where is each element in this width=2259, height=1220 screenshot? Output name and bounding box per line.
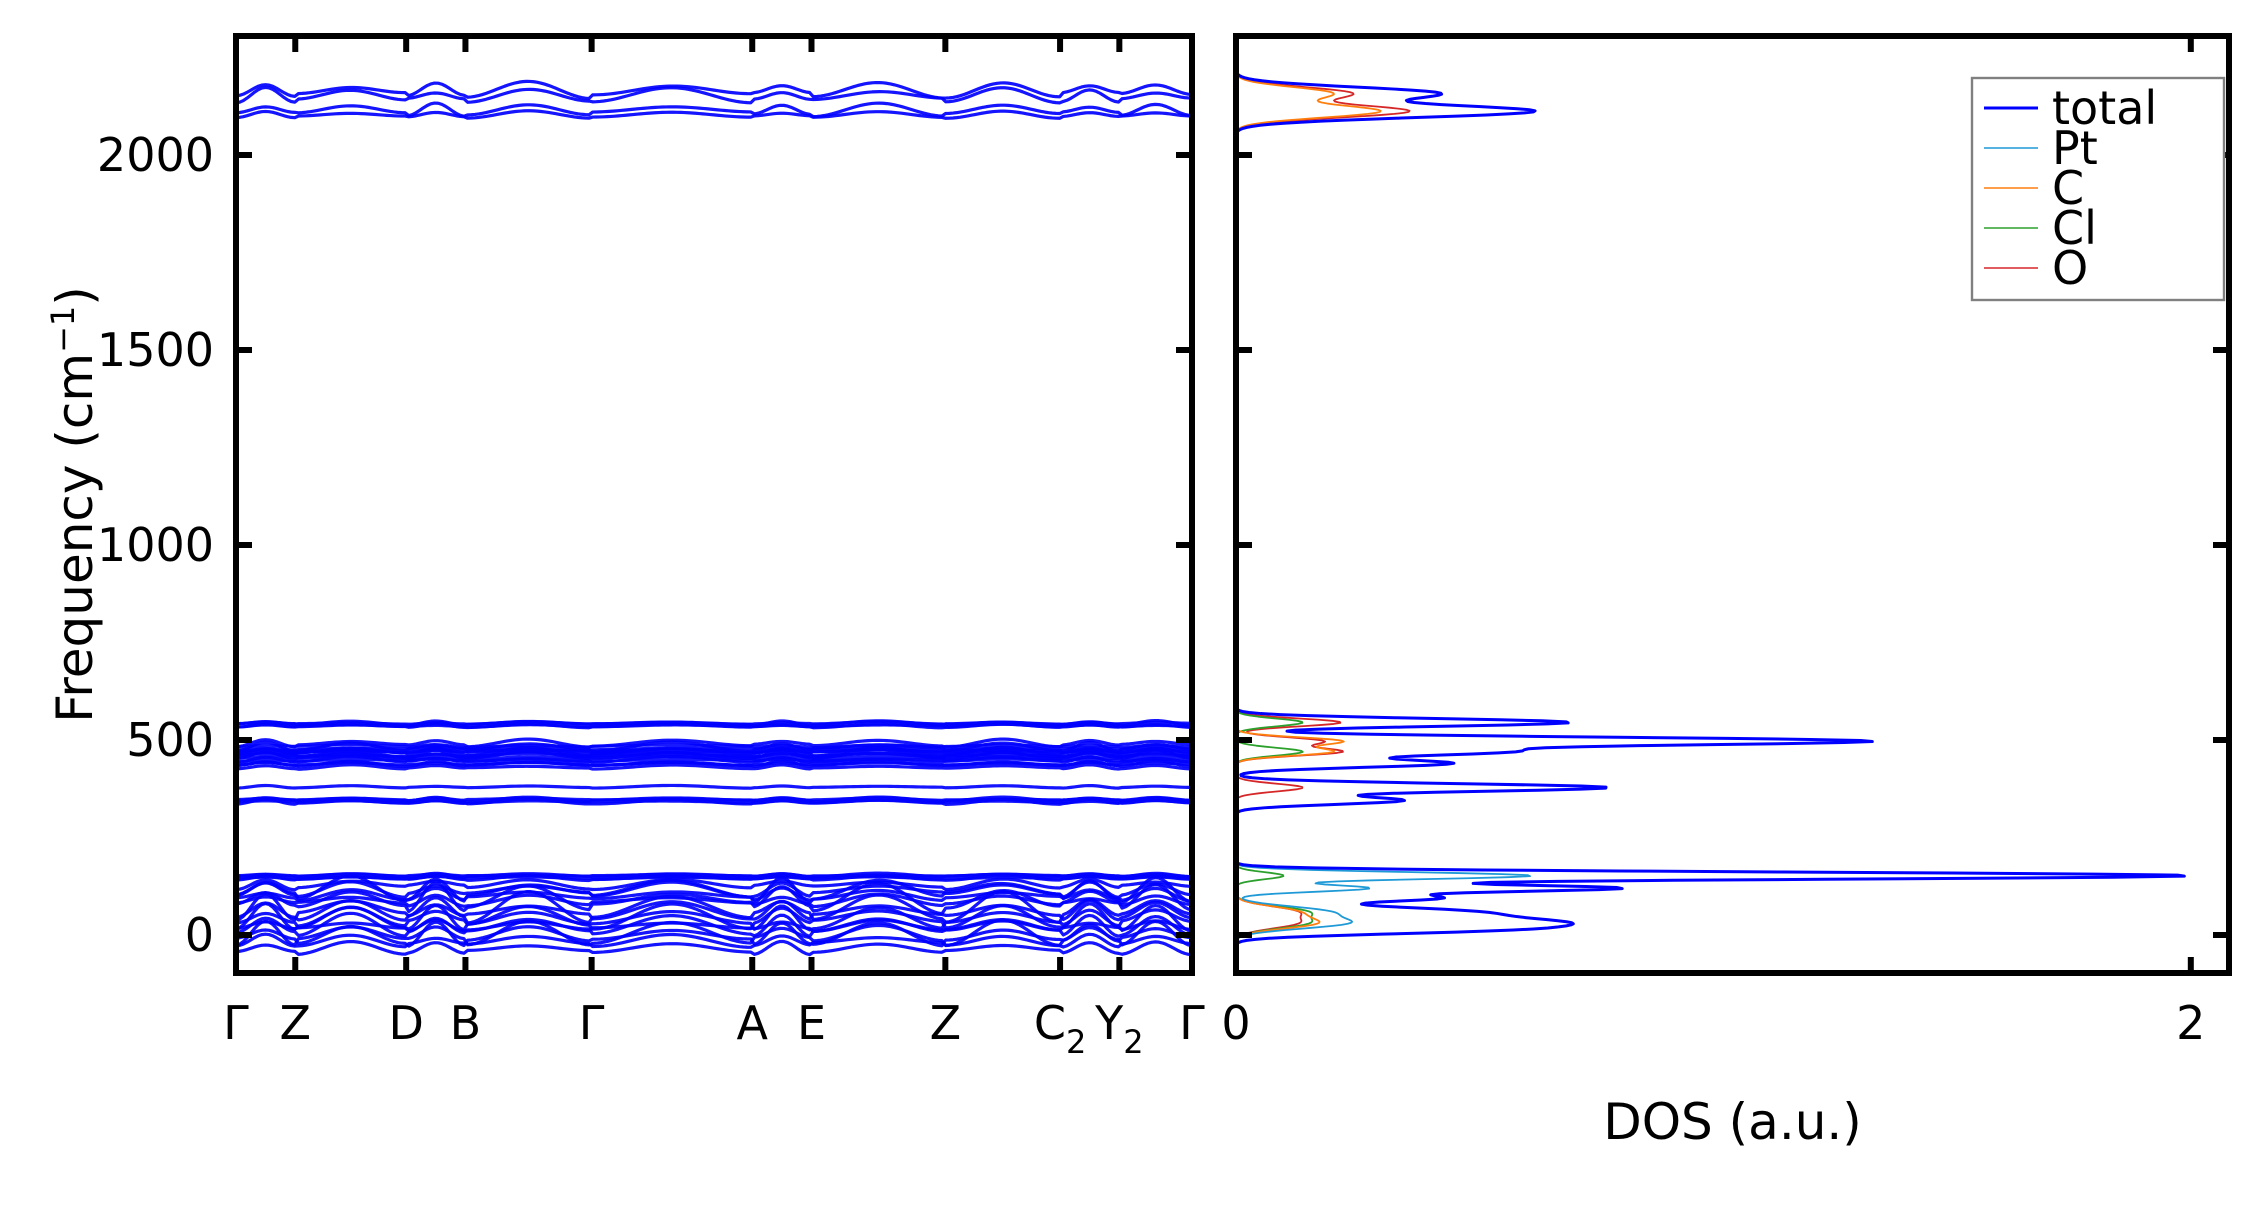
x-tick-label: A	[737, 996, 769, 1050]
band-line	[236, 795, 1192, 803]
axes-frame	[1233, 33, 2232, 976]
dos-x-tick-label: 2	[2176, 996, 2205, 1050]
legend-item-Cl[interactable]: Cl	[1984, 201, 2097, 255]
band-line	[236, 918, 1192, 948]
x-tick-label: D	[388, 996, 423, 1050]
legend-label: total	[2052, 81, 2157, 135]
x-tick-label: Y2	[1094, 996, 1143, 1061]
band-line	[236, 85, 1192, 105]
legend-item-C[interactable]: C	[1984, 161, 2084, 215]
dos-line-O	[1236, 49, 1411, 973]
x-tick-label: Z	[930, 996, 962, 1050]
x-tick-label: B	[450, 996, 482, 1050]
x-tick-label: Γ	[223, 996, 249, 1050]
band-line	[236, 751, 1192, 758]
band-line	[236, 917, 1192, 934]
band-line	[236, 722, 1192, 729]
band-line	[236, 745, 1192, 752]
band-line	[236, 881, 1192, 916]
band-line	[236, 939, 1192, 957]
dos-line-Pt	[1236, 49, 1531, 973]
x-tick-label: C2	[1034, 996, 1086, 1061]
band-line	[236, 79, 1192, 101]
band-line	[236, 743, 1192, 750]
band-line	[236, 872, 1192, 879]
dos-x-axis-label: DOS (a.u.)	[1603, 1093, 1862, 1151]
band-line	[236, 763, 1192, 771]
band-line	[236, 903, 1192, 933]
y-ticks: 0 500 1000 1500 2000	[97, 128, 2229, 962]
band-line	[236, 757, 1192, 764]
y-tick-label: 1000	[97, 518, 214, 572]
axis-labels: Frequency (cm−1) DOS (a.u.)	[44, 286, 1862, 1151]
band-line	[236, 892, 1192, 909]
legend-box	[1970, 76, 2226, 302]
x-tick-label: Γ	[1179, 996, 1205, 1050]
y-tick-label: 2000	[97, 128, 214, 182]
x-tick-label: Z	[280, 996, 312, 1050]
legend-label: C	[2052, 161, 2084, 215]
band-line	[236, 932, 1192, 949]
band-line	[236, 101, 1192, 119]
band-line	[236, 877, 1192, 892]
band-line	[236, 737, 1192, 749]
band-line	[236, 754, 1192, 761]
axes-frame	[233, 33, 1195, 976]
band-line	[236, 898, 1192, 922]
band-curves	[236, 79, 1192, 957]
y-tick-label: 1500	[97, 323, 214, 377]
bands-axes-frame	[233, 33, 1195, 976]
y-tick-label: 0	[185, 908, 214, 962]
band-line	[236, 874, 1192, 905]
dos-line-C	[1236, 49, 1382, 973]
band-line	[236, 783, 1192, 790]
x-tick-label: Γ	[579, 996, 605, 1050]
band-line	[236, 748, 1192, 755]
dos-axes-frame	[1233, 33, 2232, 976]
legend-item-total[interactable]: total	[1984, 81, 2157, 135]
band-line	[236, 760, 1192, 768]
band-line	[236, 719, 1192, 727]
legend-item-O[interactable]: O	[1984, 241, 2088, 295]
dos-line-Cl	[1236, 49, 1314, 973]
y-tick-label: 500	[126, 713, 214, 767]
legend-label: Cl	[2052, 201, 2097, 255]
legend-label: O	[2052, 241, 2088, 295]
dos-x-tick-label: 0	[1221, 996, 1250, 1050]
legend-item-Pt[interactable]: Pt	[1984, 121, 2098, 175]
band-line	[236, 874, 1192, 881]
band-line	[236, 889, 1192, 925]
band-line	[236, 798, 1192, 806]
band-line	[236, 109, 1192, 120]
y-axis-label: Frequency (cm−1)	[44, 286, 104, 723]
legend-label: Pt	[2052, 121, 2098, 175]
x-tick-label: E	[797, 996, 826, 1050]
